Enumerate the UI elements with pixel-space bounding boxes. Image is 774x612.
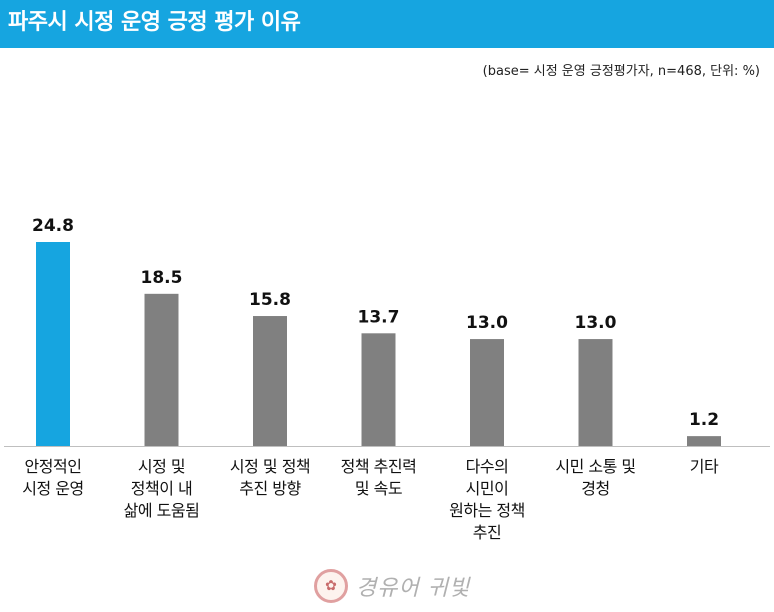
- bar-4: [470, 339, 504, 446]
- bar-3: [361, 333, 396, 446]
- category-label-6: 기타: [689, 457, 719, 476]
- logo: ✿ 경유어 귀빛: [314, 566, 470, 606]
- category-label-2: 시정 및 정책 추진 방향: [229, 457, 311, 498]
- value-label-2: 15.8: [249, 290, 291, 310]
- bar-0: [36, 242, 70, 446]
- category-label-5: 시민 소통 및 경청: [555, 457, 636, 498]
- category-label-4: 다수의 시민이 원하는 정책 추진: [449, 457, 525, 542]
- bar-1: [144, 293, 179, 446]
- value-label-4: 13.0: [466, 313, 508, 333]
- value-label-0: 24.8: [32, 216, 74, 236]
- logo-text: 경유어 귀빛: [356, 576, 471, 601]
- category-label-0: 안정적인 시정 운영: [22, 457, 84, 498]
- base-note: (base= 시정 운영 긍정평가자, n=468, 단위: %): [482, 64, 760, 79]
- value-label-5: 13.0: [575, 313, 617, 333]
- title-bar: 파주시 시정 운영 긍정 평가 이유: [0, 0, 774, 48]
- value-label-6: 1.2: [689, 410, 719, 430]
- seal-icon: ✿: [314, 569, 348, 603]
- value-label-1: 18.5: [141, 268, 183, 288]
- value-label-3: 13.7: [358, 307, 400, 327]
- bar-2: [253, 316, 287, 446]
- bar-6: [687, 436, 721, 446]
- category-label-1: 시정 및 정책이 내 삶에 도움됨: [123, 457, 200, 520]
- category-label-3: 정책 추진력 및 속도: [340, 457, 417, 498]
- bar-5: [578, 339, 613, 446]
- page-title: 파주시 시정 운영 긍정 평가 이유: [8, 10, 301, 35]
